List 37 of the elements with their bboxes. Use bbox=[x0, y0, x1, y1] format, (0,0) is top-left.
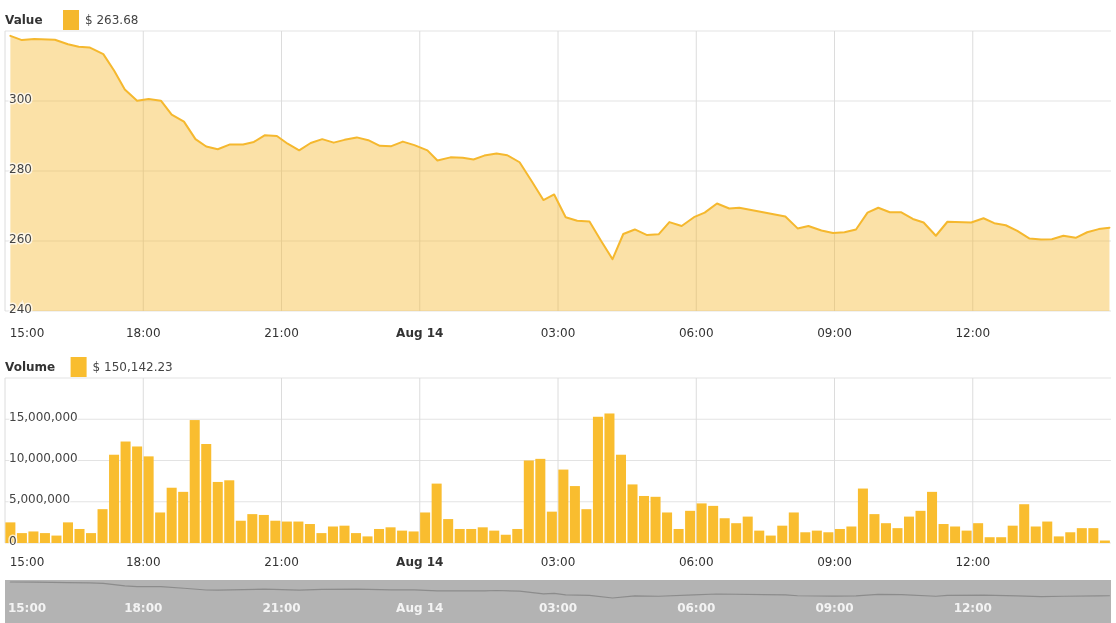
y-tick-label: 5,000,000 bbox=[9, 492, 71, 507]
y-tick-label: 15,000,000 bbox=[9, 409, 78, 424]
x-tick-label: 09:00 bbox=[815, 601, 854, 615]
x-tick-label: 12:00 bbox=[953, 601, 992, 615]
x-tick-label: 18:00 bbox=[125, 555, 161, 569]
y-tick-label: 10,000,000 bbox=[9, 451, 78, 465]
x-tick-label: Aug 14 bbox=[396, 601, 444, 615]
legend-label: $ 150,142.23 bbox=[92, 359, 173, 374]
x-tick-label: Aug 14 bbox=[396, 555, 444, 569]
x-tick-label: 06:00 bbox=[678, 326, 714, 340]
x-tick-label: 09:00 bbox=[817, 555, 852, 569]
x-tick-label: 03:00 bbox=[540, 555, 576, 569]
x-tick-label: 06:00 bbox=[677, 601, 716, 615]
y-tick-label: 260 bbox=[9, 231, 32, 246]
x-tick-label: 21:00 bbox=[264, 555, 299, 569]
y-tick-label: 300 bbox=[9, 91, 32, 106]
x-tick-label: 15:00 bbox=[9, 555, 45, 569]
x-tick-label: 06:00 bbox=[678, 555, 714, 569]
x-tick-label: 09:00 bbox=[817, 326, 852, 340]
x-tick-label: 12:00 bbox=[955, 555, 991, 569]
y-tick-label: 240 bbox=[9, 301, 32, 316]
bar bbox=[350, 533, 362, 543]
x-tick-label: 03:00 bbox=[538, 601, 578, 615]
legend-label: $ 263.68 bbox=[85, 12, 139, 27]
bar bbox=[903, 516, 915, 543]
x-tick-label: 18:00 bbox=[124, 601, 163, 615]
chart-title: Volume bbox=[5, 359, 56, 374]
x-tick-label: 21:00 bbox=[262, 601, 301, 615]
x-tick-label: 18:00 bbox=[125, 326, 161, 340]
x-tick-label: 12:00 bbox=[955, 326, 991, 340]
x-tick-label: 21:00 bbox=[264, 326, 299, 340]
chart-title: Value bbox=[5, 12, 43, 27]
x-tick-label: Aug 14 bbox=[396, 326, 444, 340]
x-tick-label: 15:00 bbox=[9, 326, 45, 340]
y-tick-label: 280 bbox=[9, 161, 32, 176]
x-tick-label: 15:00 bbox=[7, 601, 47, 615]
x-tick-label: 03:00 bbox=[540, 326, 576, 340]
